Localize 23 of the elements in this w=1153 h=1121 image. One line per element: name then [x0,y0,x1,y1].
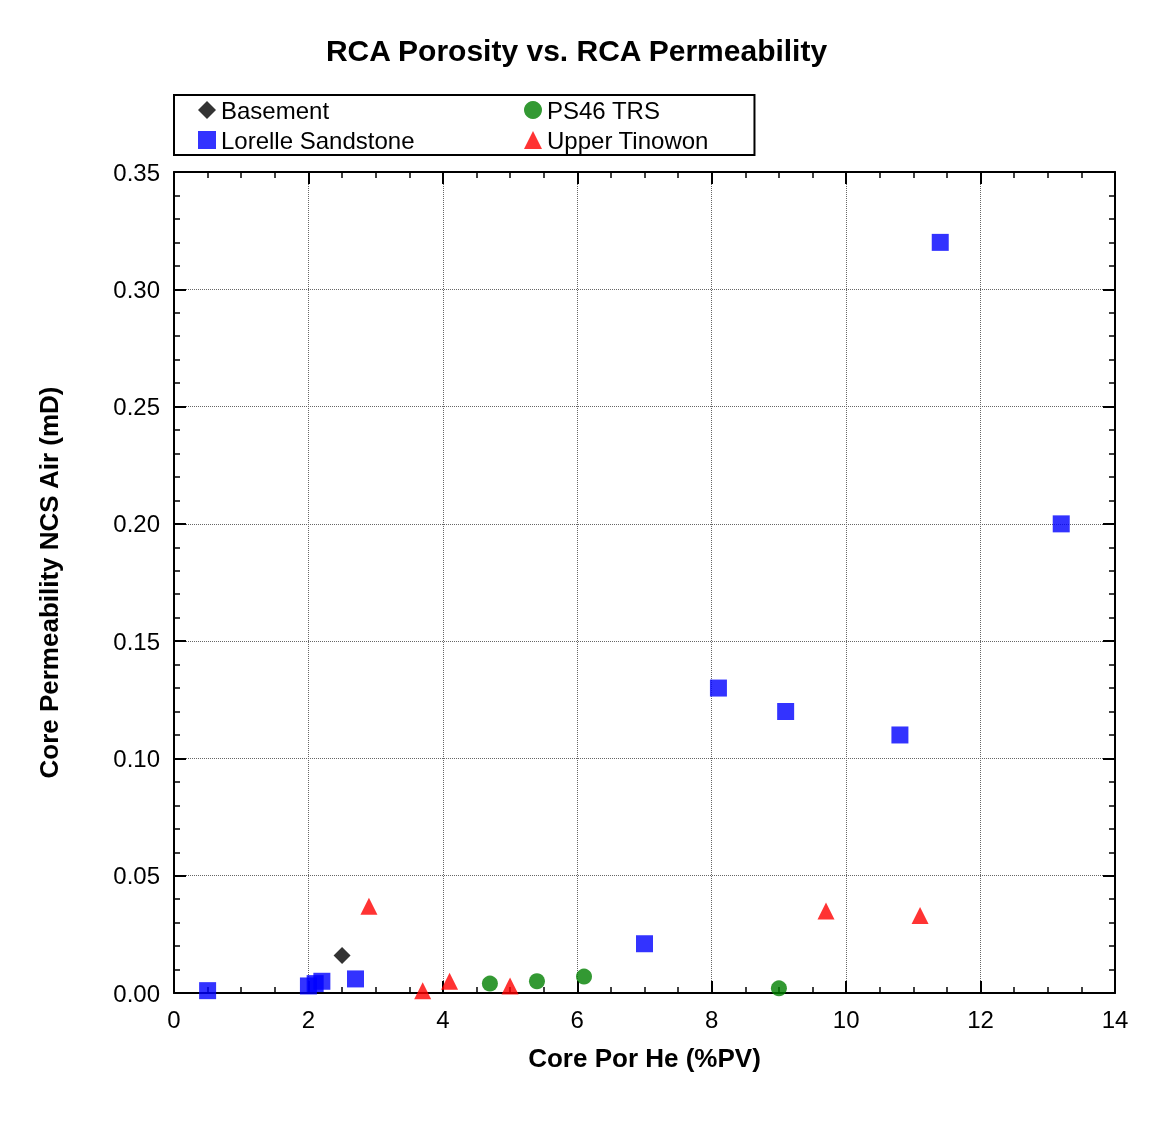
x-tick-label: 12 [967,1005,994,1033]
y-tick-label: 0.15 [113,627,160,655]
y-tick-label: 0.00 [113,979,160,1007]
x-tick-label: 0 [167,1005,181,1033]
legend-label: Lorelle Sandstone [221,126,415,154]
x-tick-label: 4 [436,1005,450,1033]
y-tick-label: 0.30 [113,275,160,303]
x-tick-label: 14 [1101,1005,1129,1033]
x-tick-label: 10 [832,1005,860,1033]
y-tick-label: 0.25 [113,393,160,421]
x-tick-label: 6 [570,1005,584,1033]
y-tick-label: 0.10 [113,744,160,772]
y-axis-title: Core Permeability NCS Air (mD) [34,386,64,779]
legend-label: Upper Tinowon [547,126,709,154]
y-tick-label: 0.20 [113,510,160,538]
y-tick-label: 0.35 [113,158,160,186]
y-tick-label: 0.05 [113,862,160,890]
x-axis-title: Core Por He (%PV) [528,1043,761,1073]
x-tick-label: 2 [301,1005,316,1033]
chart-title: RCA Porosity vs. RCA Permeability [325,33,828,67]
x-tick-label: 8 [705,1005,719,1033]
legend-label: PS46 TRS [547,96,660,124]
legend-label: Basement [221,96,330,124]
